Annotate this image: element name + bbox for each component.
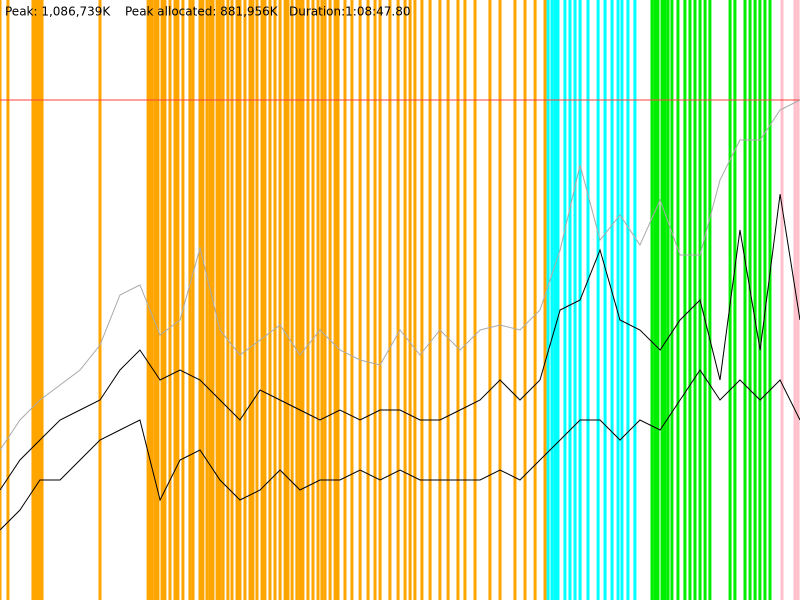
duration-label: Duration:1:08:47.80 [289, 5, 411, 19]
peak-allocated-label: Peak allocated: 881,956K [125, 5, 279, 19]
memory-line [0, 369, 800, 531]
peak-label: Peak: 1,086,739K [5, 5, 111, 19]
memory-line [0, 99, 800, 451]
memory-lines [0, 99, 800, 531]
stats: Peak: 1,086,739K Peak allocated: 881,956… [5, 5, 411, 19]
memory-line [0, 194, 800, 491]
